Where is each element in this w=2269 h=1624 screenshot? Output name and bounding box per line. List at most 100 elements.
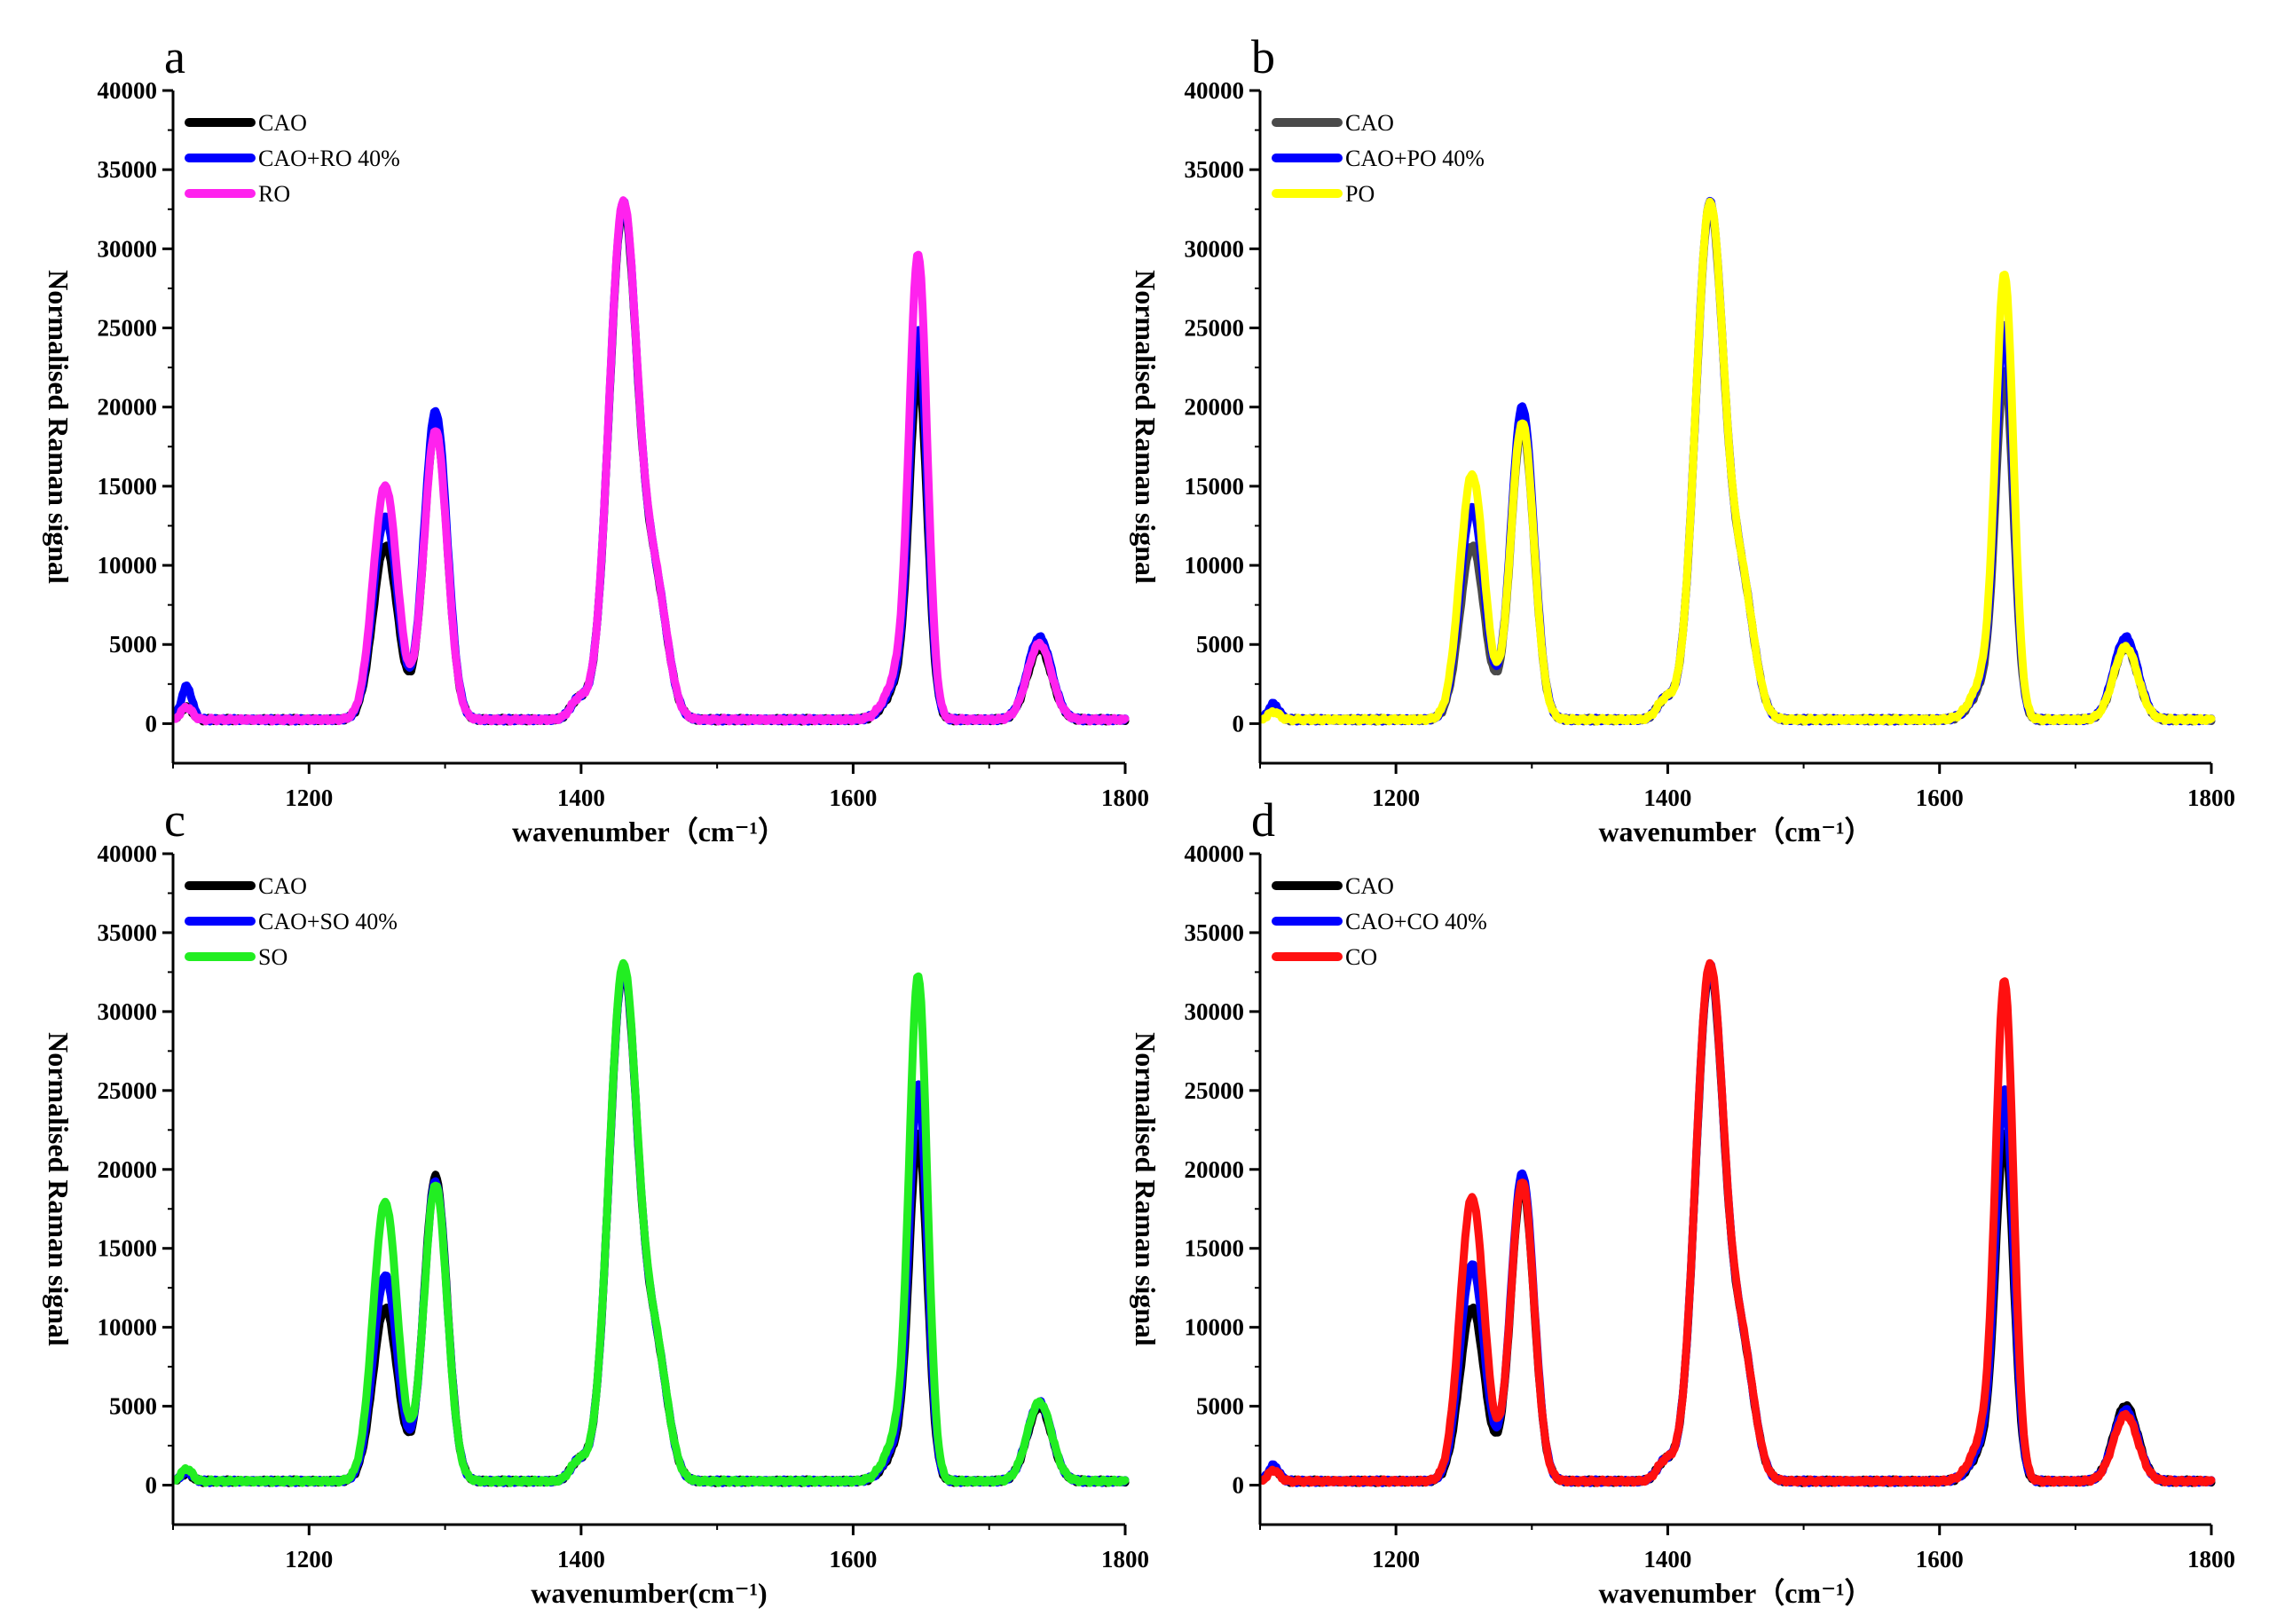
- y-tick-label: 40000: [1185, 840, 1245, 867]
- y-tick-label: 40000: [1185, 77, 1245, 104]
- y-axis-label: Normalised Raman signal: [43, 270, 75, 584]
- y-tick-label: 15000: [1185, 1235, 1245, 1262]
- y-tick-label: 35000: [98, 919, 158, 946]
- x-tick-label: 1600: [829, 1546, 877, 1573]
- y-tick-label: 20000: [1185, 1156, 1245, 1183]
- y-tick-label: 35000: [1185, 156, 1245, 183]
- y-tick-label: 35000: [1185, 919, 1245, 946]
- y-tick-label: 25000: [98, 1077, 158, 1104]
- series-line-cao-po-40-: [1258, 196, 2216, 726]
- series-line-po: [1258, 197, 2216, 726]
- y-tick-label: 20000: [1185, 394, 1245, 421]
- series-line-cao: [171, 201, 1130, 726]
- y-tick-label: 5000: [109, 1393, 157, 1420]
- y-tick-label: 30000: [1185, 235, 1245, 262]
- y-tick-label: 0: [146, 1472, 158, 1499]
- y-tick-label: 20000: [98, 1156, 158, 1183]
- legend-label: CO: [1345, 944, 1377, 970]
- x-tick-label: 1400: [557, 784, 605, 811]
- legend-label: CAO: [258, 110, 307, 136]
- x-tick-label: 1600: [1916, 784, 1964, 811]
- y-tick-label: 25000: [1185, 315, 1245, 342]
- y-tick-label: 20000: [98, 394, 158, 421]
- y-tick-label: 25000: [1185, 1077, 1245, 1104]
- y-tick-label: 5000: [1196, 631, 1244, 658]
- x-tick-label: 1200: [1372, 784, 1420, 811]
- legend-label: CAO+SO 40%: [258, 909, 398, 934]
- legend-label: RO: [258, 181, 290, 207]
- y-tick-label: 10000: [1185, 1314, 1245, 1341]
- panel-d: 0 5000 10000 15000 20000 25000 30000 35000 40000…: [1130, 793, 2235, 1609]
- legend-label: CAO: [1345, 873, 1394, 899]
- legend-label: CAO+RO 40%: [258, 146, 400, 171]
- panel-letter: c: [164, 793, 185, 847]
- y-tick-label: 30000: [98, 235, 158, 262]
- panel-letter: b: [1251, 30, 1275, 83]
- series-line-cao-co-40-: [1258, 959, 2216, 1487]
- series-line-cao-ro-40-: [171, 196, 1130, 726]
- legend: CAO CAO+RO 40% RO: [185, 110, 400, 207]
- series-group: [171, 958, 1130, 1487]
- legend-label: PO: [1345, 181, 1375, 207]
- series-line-cao: [1258, 965, 2216, 1487]
- y-tick-label: 0: [146, 710, 158, 737]
- y-tick-label: 10000: [98, 1314, 158, 1341]
- legend-label: SO: [258, 944, 288, 970]
- series-line-cao: [1258, 201, 2216, 726]
- y-tick-label: 10000: [98, 552, 158, 579]
- x-tick-label: 1400: [557, 1546, 605, 1573]
- legend: CAO CAO+PO 40% PO: [1272, 110, 1485, 207]
- panel-letter: a: [164, 30, 185, 83]
- x-tick-label: 1800: [2187, 1546, 2235, 1573]
- series-line-cao-so-40-: [171, 961, 1130, 1487]
- panel-a: 0 5000 10000 15000 20000 25000 30000 35000 40000…: [43, 30, 1149, 847]
- y-axis-label: Normalised Raman signal: [1130, 270, 1162, 584]
- y-tick-label: 40000: [98, 77, 158, 104]
- y-tick-label: 15000: [98, 1235, 158, 1262]
- legend-label: CAO+CO 40%: [1345, 909, 1487, 934]
- legend-label: CAO: [1345, 110, 1394, 136]
- x-axis-label: wavenumber（cm⁻¹）: [1598, 1577, 1872, 1609]
- y-tick-label: 15000: [98, 473, 158, 500]
- legend: CAO CAO+CO 40% CO: [1272, 873, 1487, 970]
- x-tick-label: 1600: [1916, 1546, 1964, 1573]
- y-axis-label: Normalised Raman signal: [43, 1032, 75, 1346]
- series-group: [1258, 196, 2216, 726]
- x-tick-label: 1200: [1372, 1546, 1420, 1573]
- panel-b: 0 5000 10000 15000 20000 25000 30000 35000 40000…: [1130, 30, 2235, 847]
- y-tick-label: 0: [1233, 710, 1245, 737]
- y-tick-label: 35000: [98, 156, 158, 183]
- y-tick-label: 5000: [109, 631, 157, 658]
- series-line-co: [1258, 958, 2216, 1487]
- x-axis-label: wavenumber（cm⁻¹）: [512, 816, 786, 847]
- y-axis-label: Normalised Raman signal: [1130, 1032, 1162, 1346]
- panel-letter: d: [1251, 793, 1275, 847]
- x-tick-label: 1400: [1643, 784, 1691, 811]
- x-tick-label: 1400: [1643, 1546, 1691, 1573]
- x-tick-label: 1200: [285, 1546, 333, 1573]
- x-tick-label: 1600: [829, 784, 877, 811]
- x-tick-label: 1800: [1101, 784, 1149, 811]
- y-tick-label: 15000: [1185, 473, 1245, 500]
- y-tick-label: 30000: [98, 998, 158, 1025]
- x-axis-label: wavenumber（cm⁻¹）: [1598, 816, 1872, 847]
- legend-label: CAO: [258, 873, 307, 899]
- x-tick-label: 1800: [1101, 1546, 1149, 1573]
- y-tick-label: 10000: [1185, 552, 1245, 579]
- x-tick-label: 1800: [2187, 784, 2235, 811]
- legend-label: CAO+PO 40%: [1345, 146, 1485, 171]
- x-tick-label: 1200: [285, 784, 333, 811]
- legend: CAO CAO+SO 40% SO: [185, 873, 398, 970]
- x-axis-label: wavenumber(cm⁻¹): [531, 1577, 767, 1609]
- panel-c: 0 5000 10000 15000 20000 25000 30000 35000 40000…: [43, 793, 1149, 1609]
- series-group: [171, 196, 1130, 726]
- y-tick-label: 5000: [1196, 1393, 1244, 1420]
- series-line-so: [171, 958, 1130, 1487]
- series-line-ro: [171, 196, 1130, 726]
- series-group: [1258, 958, 2216, 1487]
- y-tick-label: 25000: [98, 315, 158, 342]
- y-tick-label: 30000: [1185, 998, 1245, 1025]
- y-tick-label: 40000: [98, 840, 158, 867]
- series-line-cao: [171, 965, 1130, 1487]
